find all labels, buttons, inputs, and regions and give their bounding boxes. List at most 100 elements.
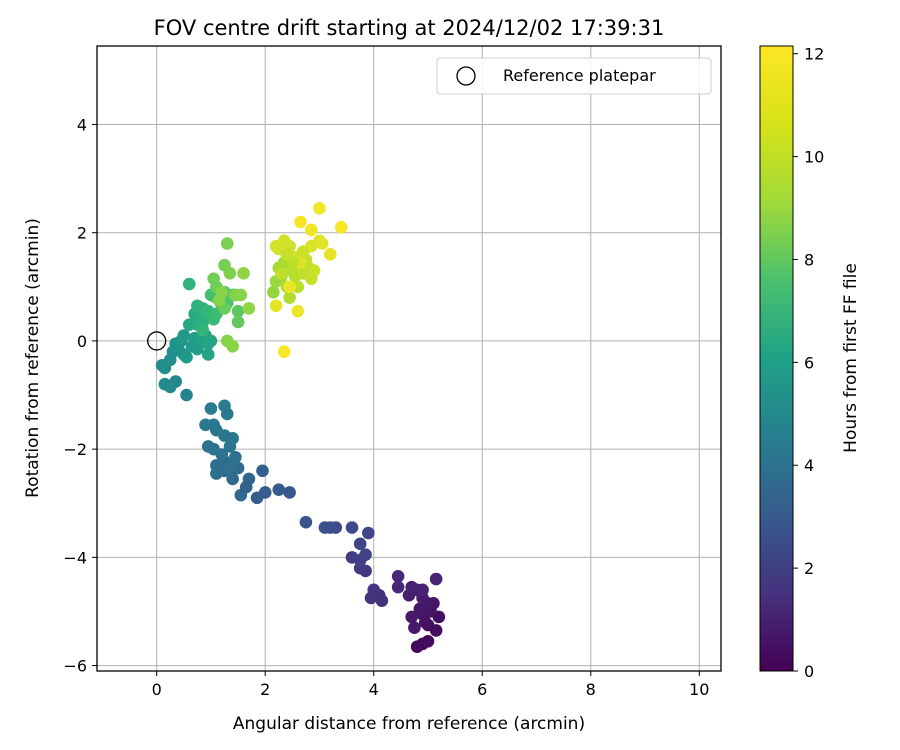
data-point — [408, 621, 421, 635]
data-point — [234, 288, 248, 302]
data-point — [201, 440, 215, 453]
data-point — [324, 248, 337, 261]
y-axis-label: Rotation from reference (arcmin) — [23, 218, 43, 498]
legend-marker-reference-platepar — [456, 66, 476, 86]
scatter-points — [155, 202, 446, 653]
grid — [97, 46, 721, 671]
y-tick-label: 2 — [77, 224, 87, 243]
data-point — [210, 467, 223, 480]
data-point — [199, 418, 212, 432]
data-point — [375, 594, 389, 607]
x-axis-ticks: 0 2 4 6 8 10 — [152, 671, 709, 699]
data-point — [299, 515, 313, 529]
y-tick-label: −4 — [63, 548, 87, 567]
reference-marker — [147, 331, 167, 351]
y-tick-label: 4 — [77, 115, 87, 134]
data-point — [272, 483, 286, 497]
data-point — [307, 264, 321, 277]
data-point — [231, 304, 245, 318]
colorbar-ticks: 0 2 4 6 8 10 12 — [793, 45, 824, 681]
colorbar-tick-label: 2 — [804, 559, 814, 578]
colorbar-gradient — [759, 45, 794, 672]
data-point — [196, 323, 210, 337]
data-point — [226, 472, 239, 486]
data-point — [367, 583, 381, 597]
data-point — [359, 548, 372, 561]
data-point — [429, 572, 443, 586]
data-point — [305, 223, 318, 237]
data-point — [391, 570, 405, 583]
data-point — [416, 583, 429, 597]
data-point — [242, 302, 256, 315]
y-tick-label: 0 — [77, 332, 87, 351]
data-point — [283, 486, 296, 499]
legend-box — [436, 57, 712, 95]
data-point — [391, 580, 405, 594]
reference-platepar-marker — [147, 331, 167, 351]
data-point — [405, 580, 419, 594]
data-point — [283, 280, 296, 294]
y-axis-ticks: −6 −4 −2 0 2 4 — [63, 115, 97, 676]
colorbar-tick-label: 6 — [804, 353, 814, 372]
data-point — [204, 334, 218, 348]
data-point — [191, 342, 204, 356]
data-point — [250, 491, 264, 505]
x-tick-label: 4 — [369, 680, 379, 699]
data-point — [231, 315, 245, 329]
data-point — [315, 237, 329, 250]
x-tick-label: 6 — [477, 680, 487, 699]
x-tick-label: 0 — [152, 680, 162, 699]
data-point — [242, 472, 256, 486]
x-tick-label: 2 — [260, 680, 270, 699]
data-point — [405, 610, 419, 624]
data-point — [215, 285, 229, 299]
data-point — [163, 380, 177, 394]
colorbar-tick-label: 8 — [804, 250, 814, 269]
data-point — [220, 237, 234, 250]
colorbar-tick-label: 12 — [804, 45, 824, 64]
data-point — [207, 272, 220, 285]
data-point — [294, 215, 307, 229]
data-point — [180, 388, 193, 402]
data-point — [201, 348, 215, 361]
x-axis-label: Angular distance from reference (arcmin) — [233, 714, 585, 734]
data-point — [296, 245, 310, 258]
colorbar-tick-label: 0 — [804, 662, 814, 681]
data-point — [334, 220, 348, 234]
colorbar-tick-label: 4 — [804, 456, 814, 475]
data-point — [218, 399, 231, 413]
data-point — [177, 329, 191, 342]
data-point — [204, 402, 218, 415]
data-point — [362, 526, 375, 540]
data-point — [269, 239, 283, 253]
x-tick-label: 8 — [586, 680, 596, 699]
data-point — [191, 299, 204, 313]
data-point — [223, 461, 237, 475]
data-point — [269, 299, 283, 313]
data-point — [237, 266, 250, 280]
colorbar: 0 2 4 6 8 10 12 Hours from first FF file — [759, 45, 861, 681]
data-point — [267, 285, 280, 299]
chart-title: FOV centre drift starting at 2024/12/02 … — [154, 16, 665, 40]
data-point — [229, 450, 242, 464]
data-point — [318, 521, 332, 534]
x-tick-label: 10 — [689, 680, 709, 699]
legend-label-reference-platepar: Reference platepar — [503, 66, 656, 85]
data-point — [283, 291, 296, 304]
data-point — [256, 464, 269, 478]
data-point — [182, 277, 196, 291]
data-point — [280, 248, 294, 261]
data-point — [226, 340, 239, 353]
data-point — [353, 537, 367, 551]
data-point — [277, 345, 291, 359]
data-point — [345, 521, 359, 534]
data-point — [421, 634, 435, 648]
data-point — [313, 202, 326, 215]
legend: Reference platepar — [436, 57, 712, 95]
data-point — [234, 488, 248, 502]
data-point — [275, 266, 288, 280]
colorbar-tick-label: 10 — [804, 148, 824, 167]
plot-frame — [96, 45, 722, 672]
data-point — [291, 304, 305, 318]
